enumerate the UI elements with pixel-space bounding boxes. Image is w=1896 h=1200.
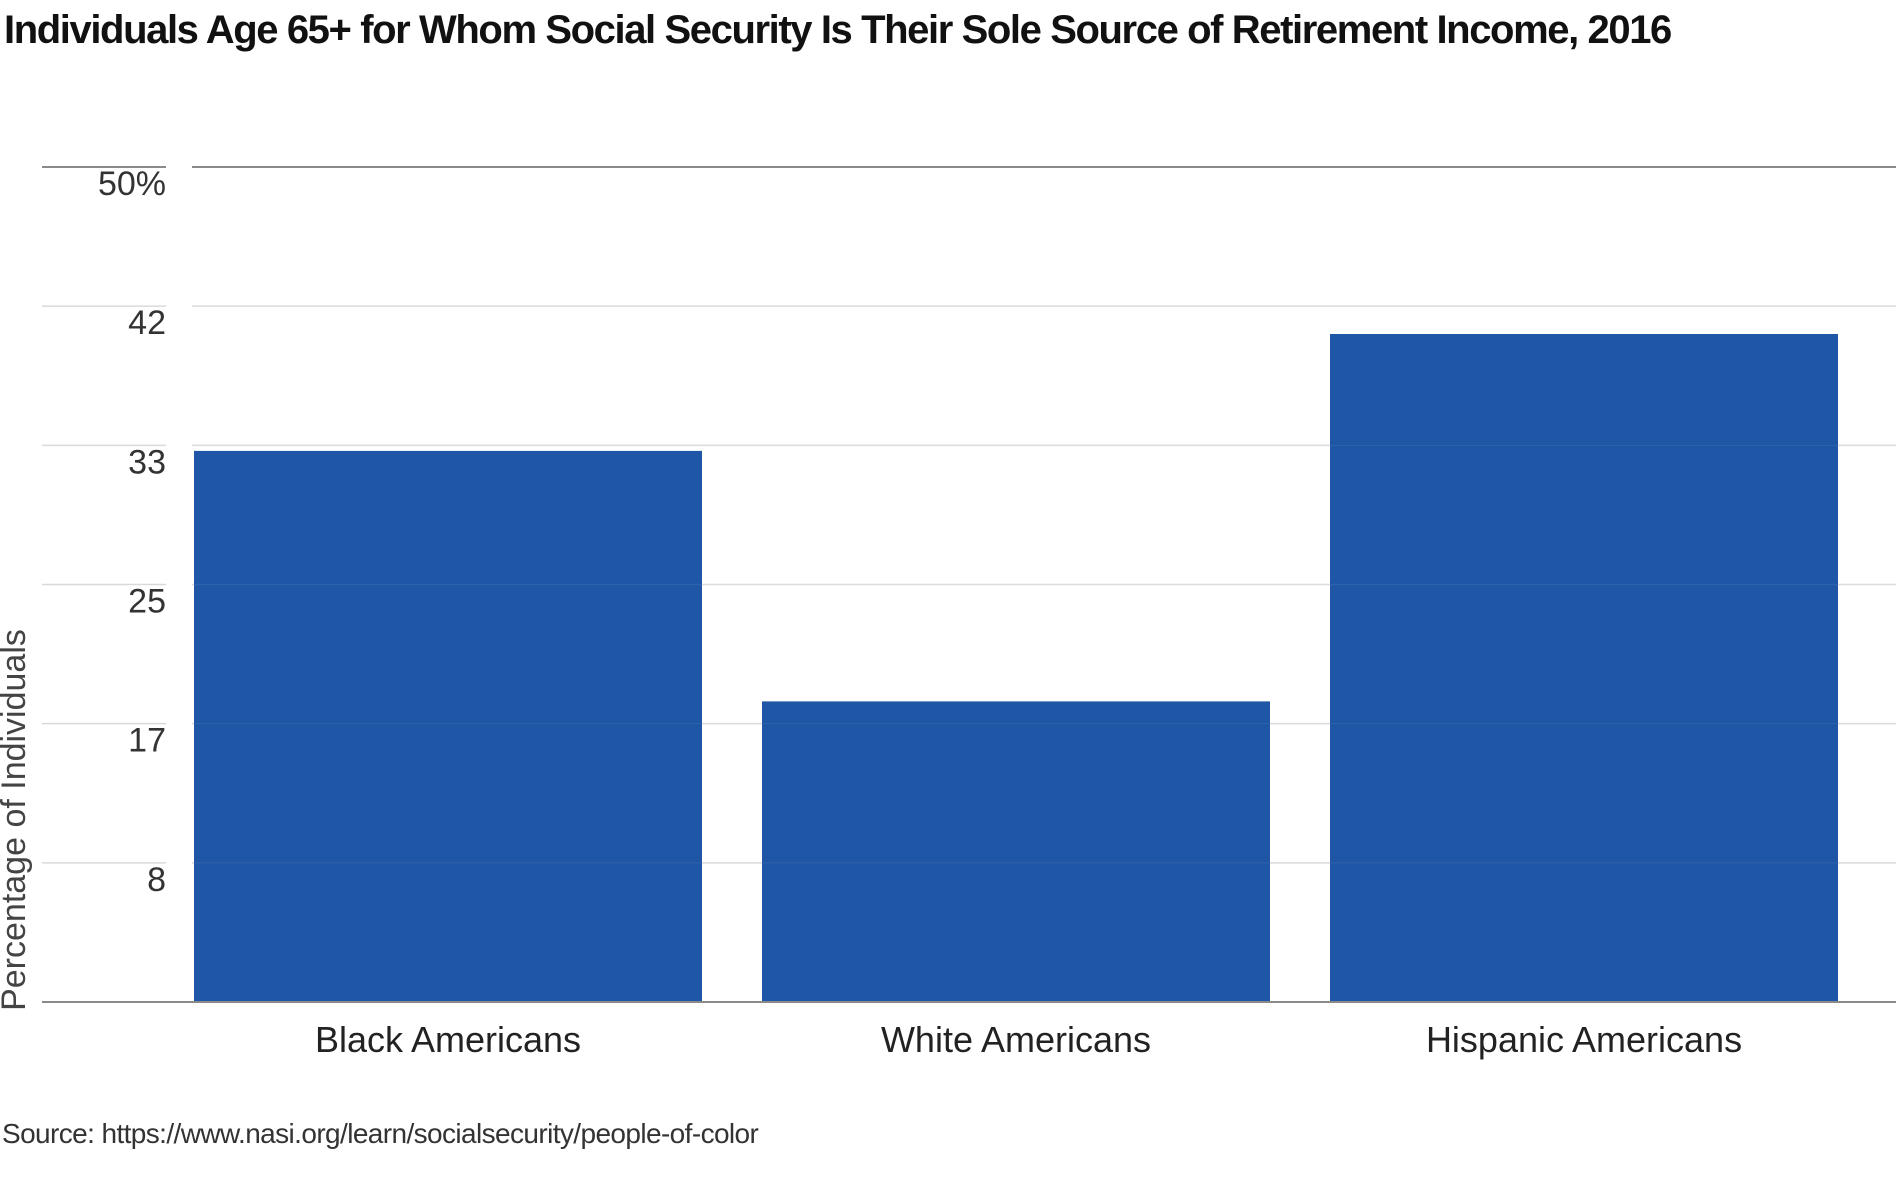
y-tick-label: 25	[128, 583, 166, 621]
y-axis-title: Percentage of Individuals	[0, 629, 33, 1011]
bars	[42, 305, 1896, 1003]
bar-hispanic-americans	[1330, 334, 1838, 1002]
chart-title: Individuals Age 65+ for Whom Social Secu…	[4, 8, 1672, 52]
category-label: White Americans	[881, 1019, 1151, 1060]
y-tick-label: 50%	[98, 165, 166, 203]
bar-white-americans	[762, 701, 1270, 1002]
x-axis-categories: Black Americans White Americans Hispanic A…	[315, 1019, 1742, 1060]
y-tick-label: 17	[128, 722, 166, 760]
y-tick-label: 42	[128, 304, 166, 342]
y-tick-label: 33	[128, 443, 166, 481]
y-tick-label: 8	[147, 861, 166, 899]
bar-black-americans	[194, 450, 702, 1002]
category-label: Black Americans	[315, 1019, 581, 1060]
source-note: Source: https://www.nasi.org/learn/socia…	[2, 1118, 759, 1149]
y-axis-ticks: 8 17 25 33 42 50%	[98, 165, 166, 899]
category-label: Hispanic Americans	[1426, 1019, 1742, 1060]
